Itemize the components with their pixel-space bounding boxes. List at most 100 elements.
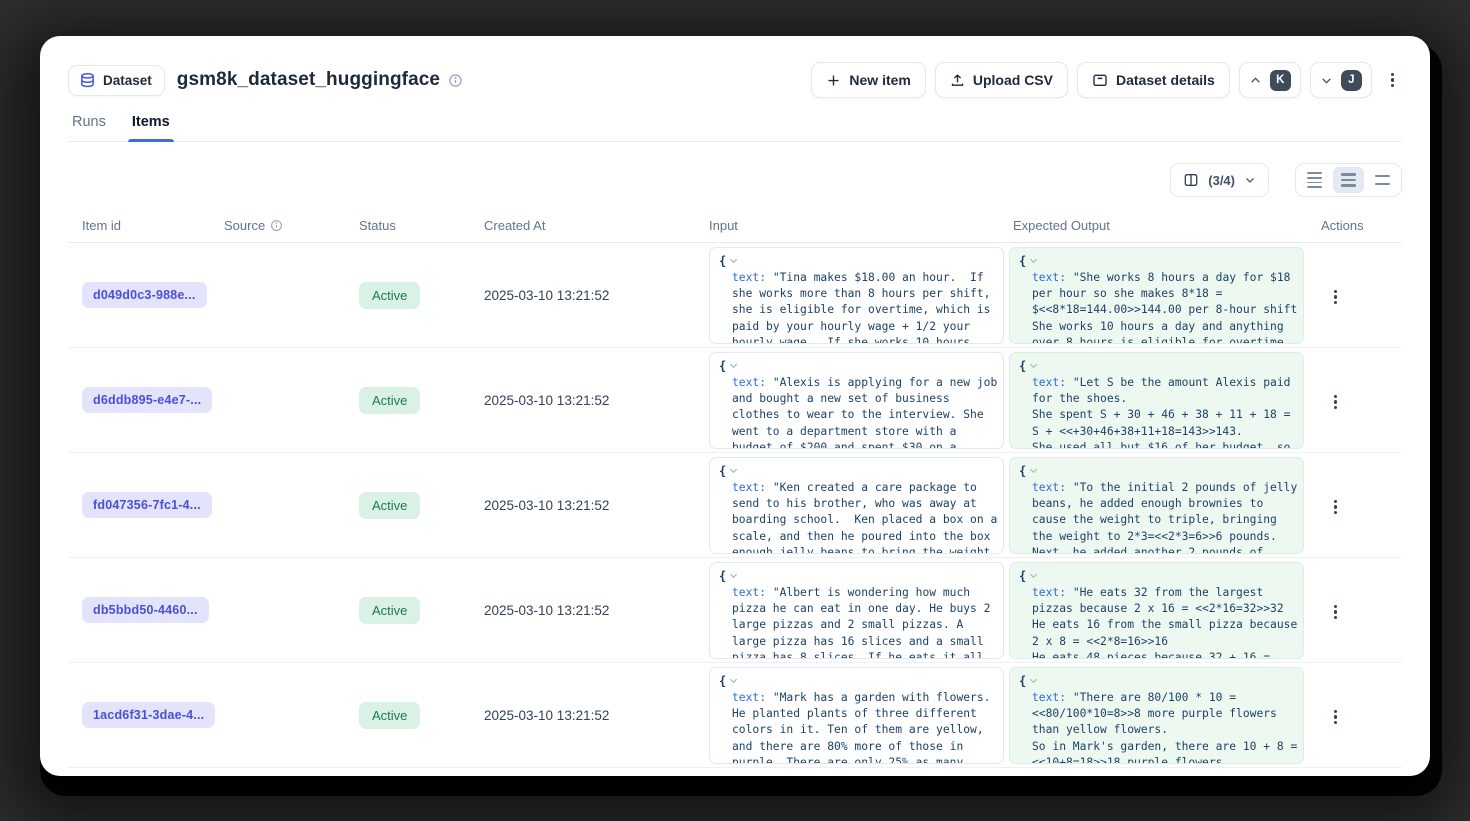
expand-chevron-icon[interactable] <box>728 360 739 371</box>
table-row: db5bbd50-4460... Active 2025-03-10 13:21… <box>68 558 1402 663</box>
status-badge: Active <box>359 386 421 414</box>
table-header-row: Item id Source Status Created At Input E… <box>68 209 1402 243</box>
chevron-down-icon <box>1244 174 1256 186</box>
created-at-value: 2025-03-10 13:21:52 <box>484 287 610 303</box>
source-info-icon[interactable] <box>270 219 283 232</box>
expected-output-json-cell[interactable]: { text: "There are 80/100 * 10 = <<80/10… <box>1009 666 1304 764</box>
input-json-cell[interactable]: { text: "Albert is wondering how much pi… <box>709 561 1004 659</box>
col-header-created-at: Created At <box>484 218 546 233</box>
expected-output-json-cell[interactable]: { text: "She works 8 hours a day for $18… <box>1009 246 1304 344</box>
expand-chevron-icon[interactable] <box>728 465 739 476</box>
input-json-cell[interactable]: { text: "Mark has a garden with flowers.… <box>709 666 1004 764</box>
open-brace: { <box>719 568 727 583</box>
status-badge: Active <box>359 491 421 519</box>
open-brace: { <box>1019 253 1027 268</box>
table-row: d049d0c3-988e... Active 2025-03-10 13:21… <box>68 243 1402 348</box>
input-json-cell[interactable]: { text: "Ken created a care package to s… <box>709 456 1004 554</box>
app-window: Dataset gsm8k_dataset_huggingface New it… <box>40 36 1430 776</box>
density-large-button[interactable] <box>1367 167 1398 193</box>
status-badge: Active <box>359 281 421 309</box>
expand-chevron-icon[interactable] <box>728 255 739 266</box>
row-density-toggle <box>1295 163 1402 197</box>
col-header-expected-output: Expected Output <box>1013 218 1110 233</box>
upload-csv-button[interactable]: Upload CSV <box>934 62 1068 98</box>
status-badge: Active <box>359 701 421 729</box>
open-brace: { <box>719 673 727 688</box>
tab-runs[interactable]: Runs <box>72 114 106 130</box>
dataset-details-label: Dataset details <box>1115 72 1215 88</box>
item-id-chip[interactable]: fd047356-7fc1-4... <box>82 492 212 518</box>
row-actions-menu-button[interactable] <box>1326 704 1345 731</box>
title-info-icon[interactable] <box>448 73 463 88</box>
table-body: d049d0c3-988e... Active 2025-03-10 13:21… <box>68 243 1402 768</box>
open-brace: { <box>719 358 727 373</box>
tab-bar: Runs Items <box>68 114 1402 142</box>
created-at-value: 2025-03-10 13:21:52 <box>484 497 610 513</box>
open-brace: { <box>719 253 727 268</box>
table-row: d6ddb895-e4e7-... Active 2025-03-10 13:2… <box>68 348 1402 453</box>
created-at-value: 2025-03-10 13:21:52 <box>484 707 610 723</box>
expected-output-json-cell[interactable]: { text: "To the initial 2 pounds of jell… <box>1009 456 1304 554</box>
avatar-j: J <box>1340 69 1362 91</box>
item-id-chip[interactable]: 1acd6f31-3dae-4... <box>82 702 216 728</box>
row-actions-menu-button[interactable] <box>1326 599 1345 626</box>
page-title: gsm8k_dataset_huggingface <box>176 69 441 90</box>
open-brace: { <box>1019 463 1027 478</box>
expected-output-json-cell[interactable]: { text: "Let S be the amount Alexis paid… <box>1009 351 1304 449</box>
dataset-details-button[interactable]: Dataset details <box>1076 62 1230 98</box>
density-small-button[interactable] <box>1299 167 1330 193</box>
input-json-cell[interactable]: { text: "Tina makes $18.00 an hour. If s… <box>709 246 1004 344</box>
page-header: Dataset gsm8k_dataset_huggingface New it… <box>68 60 1402 100</box>
upload-csv-label: Upload CSV <box>972 72 1053 88</box>
col-header-input: Input <box>709 218 738 233</box>
col-header-item-id: Item id <box>82 218 122 233</box>
open-brace: { <box>1019 673 1027 688</box>
chevron-up-icon <box>1249 74 1262 87</box>
expand-chevron-icon[interactable] <box>1028 570 1039 581</box>
input-json-cell[interactable]: { text: "Alexis is applying for a new jo… <box>709 351 1004 449</box>
folder-icon <box>1092 72 1108 88</box>
expand-chevron-icon[interactable] <box>1028 675 1039 686</box>
table-row: 1acd6f31-3dae-4... Active 2025-03-10 13:… <box>68 663 1402 768</box>
density-medium-button[interactable] <box>1333 167 1364 193</box>
created-at-value: 2025-03-10 13:21:52 <box>484 602 610 618</box>
row-actions-menu-button[interactable] <box>1326 494 1345 521</box>
created-at-value: 2025-03-10 13:21:52 <box>484 392 610 408</box>
chevron-down-icon <box>1320 74 1333 87</box>
database-icon <box>79 72 96 89</box>
dataset-badge-label: Dataset <box>103 72 152 88</box>
open-brace: { <box>719 463 727 478</box>
dataset-type-badge: Dataset <box>68 64 165 96</box>
new-item-button[interactable]: New item <box>811 62 926 98</box>
table-toolbar: (3/4) <box>68 163 1402 197</box>
item-id-chip[interactable]: d049d0c3-988e... <box>82 282 207 308</box>
expand-panel-k-button[interactable]: K <box>1238 62 1301 98</box>
columns-selector-button[interactable]: (3/4) <box>1170 163 1269 197</box>
col-header-actions: Actions <box>1321 218 1364 233</box>
new-item-label: New item <box>849 72 911 88</box>
row-actions-menu-button[interactable] <box>1326 284 1345 311</box>
expand-chevron-icon[interactable] <box>728 675 739 686</box>
col-header-status: Status <box>359 218 396 233</box>
expand-chevron-icon[interactable] <box>1028 465 1039 476</box>
plus-icon <box>826 73 841 88</box>
expand-chevron-icon[interactable] <box>1028 255 1039 266</box>
status-badge: Active <box>359 596 421 624</box>
col-header-source: Source <box>224 218 359 233</box>
expand-chevron-icon[interactable] <box>1028 360 1039 371</box>
expand-chevron-icon[interactable] <box>728 570 739 581</box>
expected-output-json-cell[interactable]: { text: "He eats 32 from the largest piz… <box>1009 561 1304 659</box>
items-table: Item id Source Status Created At Input E… <box>68 209 1402 768</box>
avatar-k: K <box>1269 69 1291 91</box>
tab-items[interactable]: Items <box>127 114 174 142</box>
table-row: fd047356-7fc1-4... Active 2025-03-10 13:… <box>68 453 1402 558</box>
item-id-chip[interactable]: d6ddb895-e4e7-... <box>82 387 213 413</box>
row-actions-menu-button[interactable] <box>1326 389 1345 416</box>
item-id-chip[interactable]: db5bbd50-4460... <box>82 597 209 623</box>
header-more-menu-button[interactable] <box>1383 67 1402 94</box>
expand-panel-j-button[interactable]: J <box>1309 62 1372 98</box>
columns-icon <box>1183 172 1199 188</box>
open-brace: { <box>1019 358 1027 373</box>
upload-icon <box>950 73 965 88</box>
columns-count-label: (3/4) <box>1208 172 1235 188</box>
